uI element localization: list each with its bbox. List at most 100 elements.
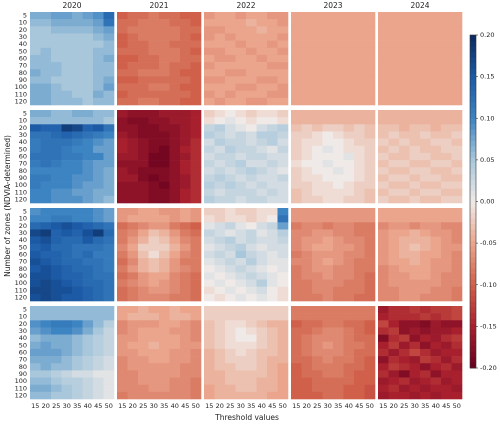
heatmap-cell bbox=[117, 62, 128, 70]
heatmap-cell bbox=[399, 272, 410, 280]
heatmap-cell bbox=[190, 229, 202, 237]
heatmap-cell bbox=[441, 370, 452, 378]
heatmap-cell bbox=[420, 26, 431, 34]
heatmap-cell bbox=[169, 97, 181, 106]
heatmap-cell bbox=[235, 195, 247, 204]
heatmap-cell bbox=[214, 341, 226, 350]
heatmap-cell bbox=[214, 62, 226, 70]
heatmap-cell bbox=[180, 384, 191, 393]
heatmap-cell bbox=[277, 384, 289, 393]
colorbar-segment bbox=[470, 273, 476, 280]
heatmap-cell bbox=[72, 167, 83, 175]
heatmap-cell bbox=[72, 117, 83, 125]
heatmap-cell bbox=[180, 265, 191, 273]
heatmap-cell bbox=[430, 117, 442, 125]
heatmap-cell bbox=[138, 222, 149, 230]
heatmap-cell bbox=[159, 391, 170, 400]
heatmap-cell bbox=[30, 152, 41, 161]
heatmap-cell bbox=[225, 47, 236, 56]
heatmap-cell bbox=[225, 222, 236, 230]
heatmap-cell bbox=[322, 363, 334, 371]
heatmap-cell bbox=[364, 341, 376, 350]
heatmap-cell bbox=[159, 356, 170, 364]
heatmap-cell bbox=[267, 33, 278, 41]
heatmap-cell bbox=[93, 117, 104, 125]
x-tick-label: 20 bbox=[216, 402, 224, 410]
heatmap-cell bbox=[117, 131, 128, 139]
heatmap-cell bbox=[378, 188, 389, 197]
heatmap-cell bbox=[409, 167, 421, 175]
heatmap-cell bbox=[148, 348, 160, 357]
heatmap-cell bbox=[399, 279, 410, 287]
heatmap-cell bbox=[51, 313, 62, 321]
heatmap-cell bbox=[312, 215, 323, 223]
heatmap-cell bbox=[127, 306, 139, 314]
heatmap-cell bbox=[420, 222, 431, 230]
heatmap-cell bbox=[235, 341, 247, 350]
heatmap-cell bbox=[117, 160, 128, 168]
heatmap-cell bbox=[399, 26, 410, 34]
heatmap-cell bbox=[277, 250, 289, 259]
heatmap-cell bbox=[148, 286, 160, 295]
heatmap-cell bbox=[61, 236, 73, 245]
heatmap-cell bbox=[441, 40, 452, 49]
heatmap-cell bbox=[235, 40, 247, 49]
heatmap-cell bbox=[409, 208, 421, 216]
heatmap-cell bbox=[30, 160, 41, 168]
heatmap-cell bbox=[277, 117, 289, 125]
heatmap-cell bbox=[138, 356, 149, 364]
colorbar-segment bbox=[470, 184, 476, 191]
heatmap-cell bbox=[246, 62, 257, 70]
heatmap-cell bbox=[103, 47, 115, 56]
heatmap-cell bbox=[322, 370, 334, 378]
heatmap-cell bbox=[169, 33, 181, 41]
heatmap-cell bbox=[30, 69, 41, 77]
heatmap-cell bbox=[40, 293, 52, 302]
heatmap-cell bbox=[441, 250, 452, 259]
heatmap-cell bbox=[169, 334, 181, 343]
heatmap-cell bbox=[82, 110, 94, 118]
heatmap-cell bbox=[354, 377, 365, 385]
heatmap-cell bbox=[343, 188, 355, 197]
heatmap-cell bbox=[127, 356, 139, 364]
heatmap-cell bbox=[93, 160, 104, 168]
heatmap-cell bbox=[180, 195, 191, 204]
heatmap-cell bbox=[246, 272, 257, 280]
heatmap-cell bbox=[267, 250, 278, 259]
heatmap-cell bbox=[333, 83, 344, 91]
heatmap-cell bbox=[30, 26, 41, 34]
heatmap-cell bbox=[246, 188, 257, 197]
heatmap-cell bbox=[61, 90, 73, 99]
heatmap-cell bbox=[291, 47, 302, 56]
heatmap-cell bbox=[333, 160, 344, 168]
heatmap-cell bbox=[430, 62, 442, 70]
heatmap-cell bbox=[225, 26, 236, 34]
colorbar-segment bbox=[470, 162, 476, 169]
heatmap-cell bbox=[214, 145, 226, 154]
heatmap-cell bbox=[256, 97, 268, 106]
heatmap-cell bbox=[214, 391, 226, 400]
heatmap-cell bbox=[430, 215, 442, 223]
heatmap-cell bbox=[409, 265, 421, 273]
heatmap-cell bbox=[399, 83, 410, 91]
heatmap-cell bbox=[451, 40, 463, 49]
heatmap-cell bbox=[322, 215, 334, 223]
heatmap-cell bbox=[225, 145, 236, 154]
colorbar-segment bbox=[470, 312, 476, 319]
heatmap-cell bbox=[364, 33, 376, 41]
heatmap-cell bbox=[343, 215, 355, 223]
heatmap-cell bbox=[378, 174, 389, 182]
heatmap-cell bbox=[430, 391, 442, 400]
colorbar-segment bbox=[470, 306, 476, 313]
heatmap-cell bbox=[225, 258, 236, 266]
heatmap-cell bbox=[214, 181, 226, 189]
heatmap-cell bbox=[82, 334, 94, 343]
heatmap-cell bbox=[291, 97, 302, 106]
heatmap-cell bbox=[103, 138, 115, 147]
heatmap-cell bbox=[430, 54, 442, 63]
heatmap-cell bbox=[82, 356, 94, 364]
heatmap-cell bbox=[159, 341, 170, 350]
heatmap-cell bbox=[51, 208, 62, 216]
heatmap-cell bbox=[441, 327, 452, 335]
heatmap-cell bbox=[409, 76, 421, 84]
